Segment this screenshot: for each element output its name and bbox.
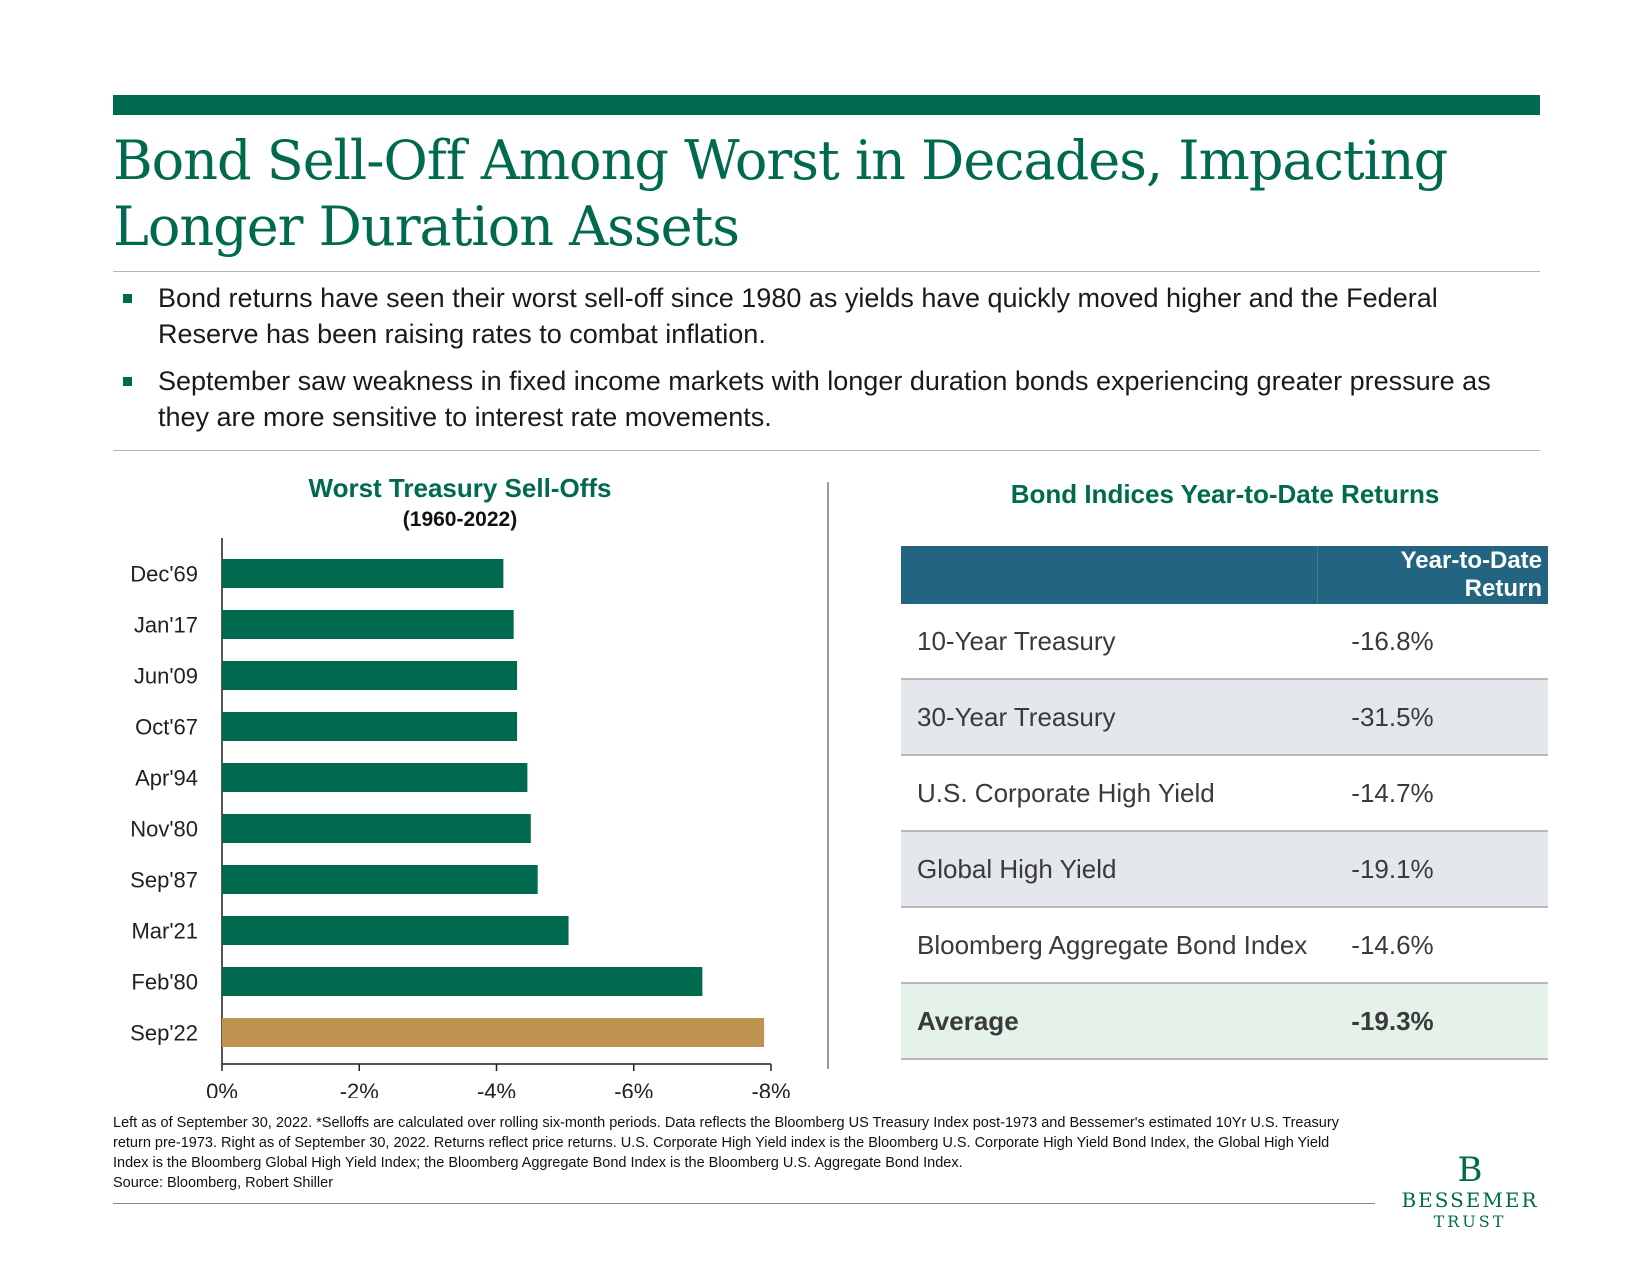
bullet-item: September saw weakness in fixed income m…: [113, 363, 1543, 435]
bullet-square-icon: [123, 377, 132, 386]
logo-mark: B: [1457, 1150, 1483, 1190]
index-return: -19.1%: [1317, 831, 1548, 908]
index-name: 30-Year Treasury: [901, 679, 1317, 756]
table-header-value: Year-to-Date Return: [1317, 546, 1548, 604]
x-tick-label: 0%: [206, 1079, 238, 1098]
table-row-average: Average -19.3%: [901, 983, 1548, 1060]
category-label: Jan'17: [134, 613, 198, 638]
index-return: -31.5%: [1317, 679, 1548, 756]
index-return: -19.3%: [1317, 983, 1548, 1060]
table-header-row: Year-to-Date Return: [901, 546, 1548, 604]
category-label: Dec'69: [130, 562, 198, 587]
bullet-item: Bond returns have seen their worst sell-…: [113, 280, 1543, 352]
bar-mar21: [222, 916, 569, 945]
index-name: Global High Yield: [901, 831, 1317, 908]
bullet-list: Bond returns have seen their worst sell-…: [113, 280, 1543, 446]
logo-line2: TRUST: [1433, 1212, 1507, 1231]
top-accent-bar: [113, 95, 1540, 115]
bar-oct67: [222, 712, 518, 741]
table-header-name: [901, 546, 1318, 604]
chart-subtitle: (1960-2022): [402, 508, 518, 531]
index-name: Bloomberg Aggregate Bond Index: [901, 907, 1317, 984]
bessemer-trust-logo: B BESSEMER TRUST: [1390, 1152, 1550, 1232]
logo-line1: BESSEMER: [1401, 1188, 1539, 1212]
bar-sep87: [222, 865, 538, 894]
category-label: Apr'94: [135, 766, 198, 791]
footnote-source: Source: Bloomberg, Robert Shiller: [113, 1175, 334, 1191]
bar-jan17: [222, 610, 514, 639]
footer-divider: [113, 1203, 1375, 1204]
bullet-square-icon: [123, 294, 132, 303]
bullet-text: Bond returns have seen their worst sell-…: [158, 283, 1438, 349]
bar-nov80: [222, 814, 531, 843]
index-name: Average: [901, 983, 1317, 1060]
category-label: Mar'21: [131, 919, 198, 944]
x-tick-label: -2%: [340, 1079, 379, 1098]
index-return: -14.6%: [1317, 907, 1548, 984]
table-row: 30-Year Treasury -31.5%: [901, 679, 1548, 756]
category-label: Sep'87: [130, 868, 198, 893]
index-name: 10-Year Treasury: [901, 604, 1317, 680]
ytd-returns-table: Year-to-Date Return 10-Year Treasury -16.…: [901, 546, 1548, 1060]
bar-jun09: [222, 661, 518, 690]
index-return: -16.8%: [1317, 604, 1548, 680]
chart-title: Worst Treasury Sell-Offs: [308, 473, 612, 503]
bar-dec69: [222, 559, 504, 588]
page-title: Bond Sell-Off Among Worst in Decades, Im…: [113, 129, 1448, 258]
vertical-divider: [827, 482, 829, 1069]
bar-sep22: [222, 1018, 765, 1047]
footnote: Left as of September 30, 2022. *Selloffs…: [113, 1113, 1363, 1193]
category-label: Nov'80: [130, 817, 198, 842]
index-name: U.S. Corporate High Yield: [901, 755, 1317, 832]
index-return: -14.7%: [1317, 755, 1548, 832]
category-label: Sep'22: [130, 1021, 198, 1046]
category-label: Jun'09: [134, 664, 198, 689]
x-tick-label: -8%: [751, 1079, 790, 1098]
content-divider: [113, 450, 1540, 451]
bar-feb80: [222, 967, 703, 996]
bar-apr94: [222, 763, 528, 792]
table-title: Bond Indices Year-to-Date Returns: [1010, 479, 1440, 509]
table-row: Bloomberg Aggregate Bond Index -14.6%: [901, 907, 1548, 984]
table-row: U.S. Corporate High Yield -14.7%: [901, 755, 1548, 832]
table-row: 10-Year Treasury -16.8%: [901, 604, 1548, 680]
table-row: Global High Yield -19.1%: [901, 831, 1548, 908]
category-label: Oct'67: [135, 715, 198, 740]
footnote-text: Left as of September 30, 2022. *Selloffs…: [113, 1115, 1339, 1171]
sell-offs-bar-chart: Dec'69 Jan'17 Jun'09 Oct'67 Apr'94 Nov'80 Sep'…: [130, 538, 791, 1098]
x-tick-label: -4%: [477, 1079, 516, 1098]
bullet-text: September saw weakness in fixed income m…: [158, 366, 1491, 432]
category-label: Feb'80: [131, 970, 198, 995]
title-divider: [113, 271, 1540, 272]
x-tick-label: -6%: [614, 1079, 653, 1098]
